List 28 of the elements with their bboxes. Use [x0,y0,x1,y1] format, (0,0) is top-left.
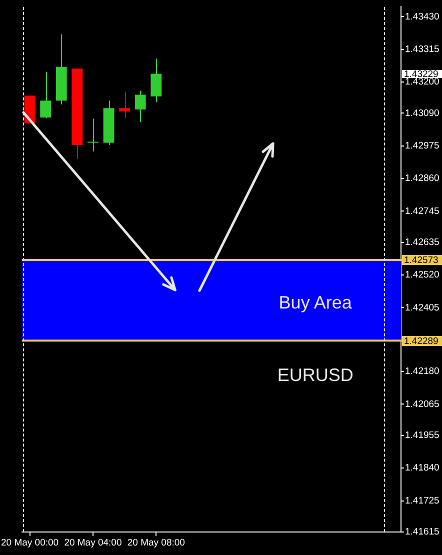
candlestick [40,71,52,119]
y-tick-label: 1.42635 [405,237,440,248]
y-tick-label: 1.42520 [405,270,440,281]
ref-line-label: 1.42573 [404,255,438,266]
y-tick-label: 1.43200 [405,76,440,88]
y-tick-label: 1.43090 [405,108,440,119]
ref-line-label: 1.42289 [404,336,438,348]
y-tick-label: 1.43315 [405,44,440,55]
y-tick-label: 1.42860 [405,173,440,184]
y-tick-label: 1.41840 [405,462,440,474]
candlestick [119,91,130,119]
annotation: EURUSD [277,364,354,385]
y-tick-label: 1.42745 [405,206,440,217]
x-tick-label: 20 May 08:00 [127,537,185,548]
y-tick-label: 1.42975 [405,140,440,152]
x-tick-label: 20 May 04:00 [64,537,122,548]
y-tick-label: 1.43430 [405,11,440,22]
candlestick [134,90,146,122]
band-label: Buy Area [278,292,353,312]
y-tick-label: 1.42065 [405,398,440,410]
y-tick-label: 1.42405 [405,302,440,314]
candlestick [150,58,162,103]
candlestick [88,118,98,152]
y-tick-label: 1.41725 [405,495,440,506]
y-tick-label: 1.41615 [405,526,440,538]
y-tick-label: 1.41955 [405,430,440,442]
x-tick-label: 20 May 00:00 [0,537,59,548]
y-tick-label: 1.42180 [405,366,440,378]
